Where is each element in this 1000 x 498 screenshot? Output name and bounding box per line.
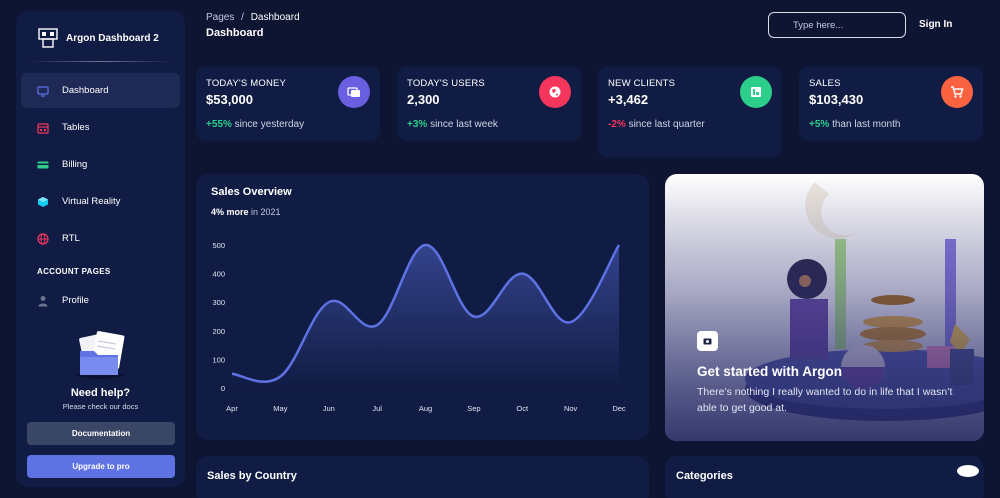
stat-change-text: since yesterday — [231, 119, 305, 130]
y-tick-label: 100 — [212, 355, 225, 364]
breadcrumb-separator: / — [241, 12, 244, 23]
stat-card-sales: SALES $103,430 +5% than last month — [799, 66, 983, 141]
camera-icon — [703, 338, 712, 345]
x-tick-label: Jul — [372, 404, 382, 413]
sales-overview-card: Sales Overview 4% more in 2021 0 100 200 30… — [196, 174, 649, 440]
help-title: Need help? — [70, 387, 131, 399]
sign-in-link[interactable]: Sign In — [919, 19, 953, 30]
user-icon — [37, 295, 49, 307]
series-area — [232, 244, 619, 388]
money-icon — [338, 76, 370, 108]
stat-card-users: TODAY'S USERS 2,300 +3% since last week — [397, 66, 581, 141]
globe-icon — [539, 76, 571, 108]
upgrade-to-pro-button[interactable]: Upgrade to pro — [27, 455, 175, 478]
chart-subtitle: 4% more in 2021 — [211, 207, 281, 217]
brand-name: Argon Dashboard 2 — [66, 32, 159, 44]
sidebar: Argon Dashboard 2 Dashboard Tables Billi… — [16, 11, 185, 487]
sales-by-country-title: Sales by Country — [207, 470, 297, 482]
x-tick-label: May — [273, 404, 287, 413]
categories-card: Categories — [665, 456, 984, 498]
chart-subtitle-rest: in 2021 — [248, 207, 281, 217]
page-title: Dashboard — [206, 27, 264, 39]
stat-label: TODAY'S USERS — [407, 78, 485, 89]
brand[interactable]: Argon Dashboard 2 — [38, 28, 159, 48]
breadcrumb-pages[interactable]: Pages — [206, 12, 235, 23]
help-subtitle: Please check our docs — [62, 402, 139, 411]
x-tick-label: Sep — [467, 404, 480, 413]
sidebar-item-label: Profile — [62, 295, 89, 306]
breadcrumb-current: Dashboard — [250, 12, 300, 23]
calendar-icon — [37, 122, 49, 134]
chart-title: Sales Overview — [211, 186, 292, 198]
cube-icon — [37, 196, 49, 208]
globe-icon — [37, 232, 49, 245]
help-illustration-icon — [76, 331, 125, 379]
stat-value: +3,462 — [608, 92, 649, 107]
x-tick-label: Apr — [226, 404, 238, 413]
y-tick-label: 200 — [212, 327, 225, 336]
get-started-icon-button[interactable] — [697, 331, 718, 351]
y-tick-label: 400 — [212, 270, 225, 279]
stat-change: +55% since yesterday — [206, 116, 326, 133]
sidebar-item-billing[interactable]: Billing — [21, 147, 180, 182]
sales-by-country-card: Sales by Country — [196, 456, 649, 498]
sidebar-item-dashboard[interactable]: Dashboard — [21, 73, 180, 108]
stat-value: 2,300 — [407, 92, 440, 107]
stat-card-money: TODAY'S MONEY $53,000 +55% since yesterd… — [196, 66, 380, 141]
brand-divider — [30, 61, 171, 62]
sidebar-item-rtl[interactable]: RTL — [21, 221, 180, 256]
sidebar-item-label: Virtual Reality — [62, 196, 121, 207]
get-started-overlay — [665, 174, 984, 441]
sidebar-item-label: Tables — [62, 122, 90, 133]
credit-card-icon — [37, 159, 49, 171]
sidebar-item-virtual-reality[interactable]: Virtual Reality — [21, 184, 180, 219]
sidebar-item-profile[interactable]: Profile — [21, 283, 180, 318]
monitor-icon — [37, 85, 49, 97]
stat-value: $53,000 — [206, 92, 253, 107]
stat-change-text: than last month — [829, 119, 901, 130]
get-started-title: Get started with Argon — [697, 364, 843, 379]
y-tick-label: 0 — [221, 384, 225, 393]
stat-value: $103,430 — [809, 92, 864, 107]
categories-title: Categories — [676, 470, 733, 482]
stat-change-pct: +55% — [206, 119, 232, 130]
y-tick-label: 300 — [212, 298, 225, 307]
stat-change-text: since last week — [427, 119, 498, 130]
stat-change-pct: +5% — [809, 119, 830, 130]
x-tick-label: Nov — [564, 404, 578, 413]
brand-logo-icon — [38, 28, 58, 48]
sidebar-item-label: Dashboard — [62, 85, 109, 96]
breadcrumb: Pages / Dashboard — [206, 12, 300, 23]
stat-card-clients: NEW CLIENTS +3,462 -2% since last quarte… — [598, 66, 782, 158]
search-input[interactable] — [768, 12, 906, 38]
sidebar-item-label: RTL — [62, 233, 80, 244]
series-line — [231, 243, 621, 383]
documentation-button[interactable]: Documentation — [27, 422, 175, 445]
toggle-pill[interactable] — [957, 465, 979, 477]
stat-label: NEW CLIENTS — [608, 78, 676, 89]
x-tick-label: Oct — [516, 404, 529, 413]
get-started-card: Get started with Argon There’s nothing I… — [665, 174, 984, 441]
get-started-description: There’s nothing I really wanted to do in… — [697, 386, 953, 414]
stat-label: TODAY'S MONEY — [206, 78, 287, 89]
x-tick-label: Jun — [323, 404, 335, 413]
stat-change: +5% than last month — [809, 116, 939, 133]
sidebar-item-tables[interactable]: Tables — [21, 110, 180, 145]
stat-change-text: since last quarter — [625, 119, 705, 130]
stat-label: SALES — [809, 78, 841, 89]
paper-icon — [740, 76, 772, 108]
section-title-account-pages: ACCOUNT PAGES — [37, 267, 111, 276]
chart-subtitle-bold: 4% more — [211, 207, 249, 217]
x-tick-label: Aug — [419, 404, 432, 413]
stat-change: -2% since last quarter — [608, 116, 708, 133]
stat-change: +3% since last week — [407, 116, 527, 133]
stat-change-pct: +3% — [407, 119, 428, 130]
sidebar-item-label: Billing — [62, 159, 88, 170]
x-tick-label: Dec — [612, 404, 626, 413]
cart-icon — [941, 76, 973, 108]
y-tick-label: 500 — [212, 241, 225, 250]
sales-line-chart: 0 100 200 300 400 500 Apr May Jun Jul Aug Sep Oct Nov… — [212, 241, 626, 413]
stat-change-pct: -2% — [608, 119, 626, 130]
